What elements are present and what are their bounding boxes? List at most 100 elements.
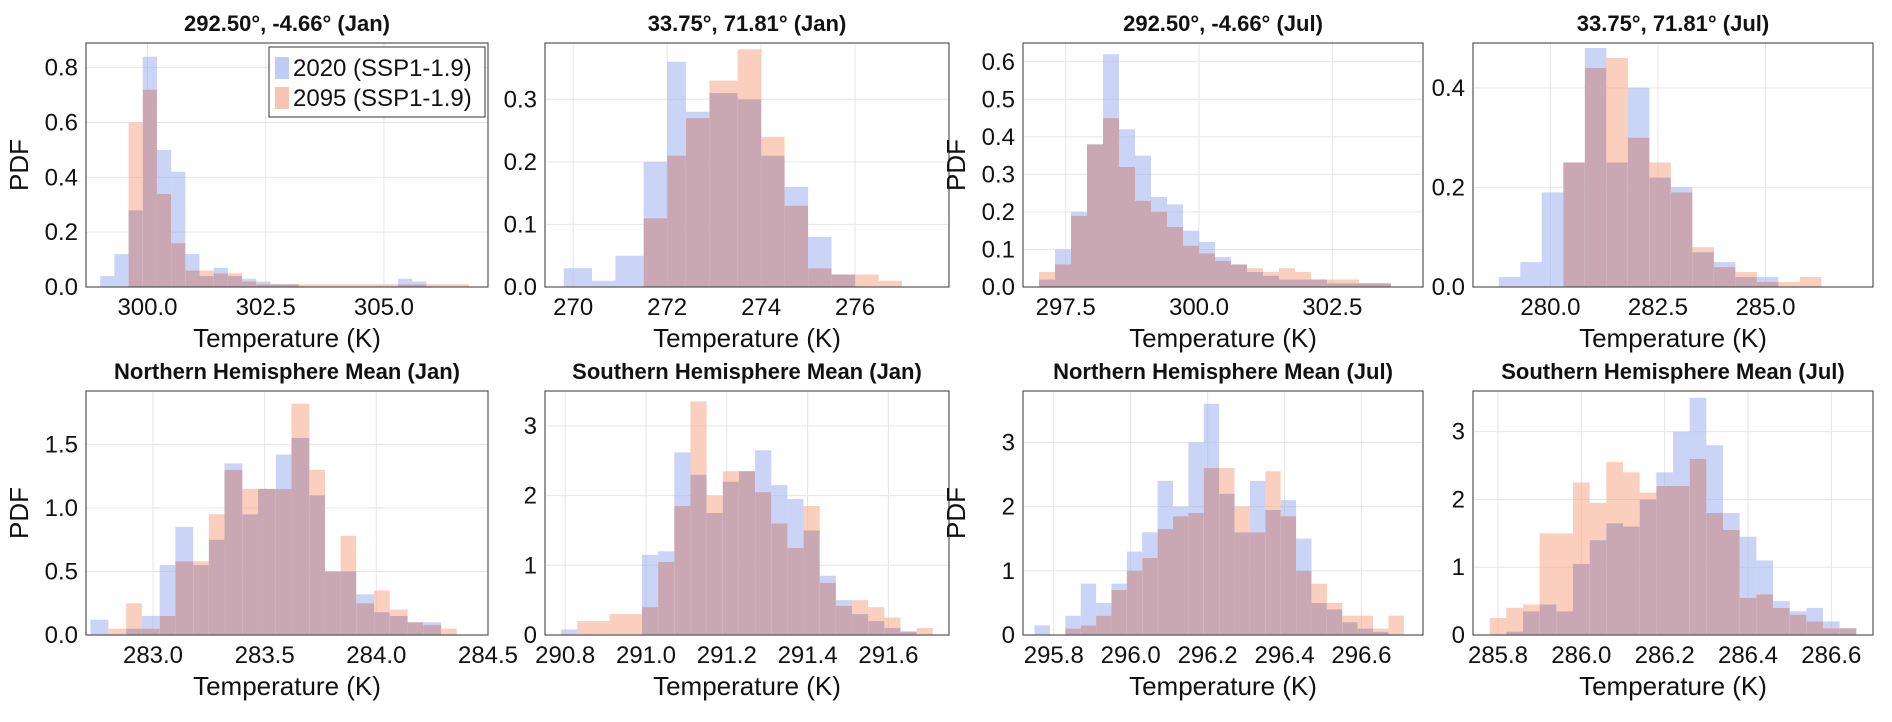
x-axis-label: Temperature (K) xyxy=(653,323,841,353)
bar-overlap xyxy=(900,631,917,635)
histogram-bars xyxy=(1034,403,1404,635)
bar-2020 xyxy=(1103,54,1119,119)
x-tick-label: 291.0 xyxy=(616,642,676,669)
x-axis-label: Temperature (K) xyxy=(1129,671,1317,701)
bar-2020 xyxy=(615,255,644,287)
bar-2020 xyxy=(114,254,129,287)
bar-overlap xyxy=(868,621,885,635)
bar-overlap xyxy=(1219,493,1235,635)
bar-2020 xyxy=(1071,211,1087,216)
panel-title: Northern Hemisphere Mean (Jan) xyxy=(114,359,460,384)
bar-2020 xyxy=(398,278,413,285)
bar-overlap xyxy=(1295,279,1311,287)
bar-overlap xyxy=(1589,540,1607,635)
bar-2095 xyxy=(389,609,408,616)
bar-overlap xyxy=(658,561,675,635)
bar-overlap xyxy=(1199,253,1215,287)
bar-overlap xyxy=(737,99,762,287)
bar-overlap xyxy=(1839,628,1857,635)
bar-overlap xyxy=(1823,628,1840,635)
y-tick-label: 3 xyxy=(524,413,537,440)
bar-2020 xyxy=(1215,256,1231,261)
y-tick-label: 0.5 xyxy=(45,558,78,585)
bar-2020 xyxy=(156,149,172,194)
y-tick-label: 0.4 xyxy=(45,164,78,191)
bar-2095 xyxy=(1342,615,1358,623)
x-axis-label: Temperature (K) xyxy=(1129,323,1317,353)
x-tick-label: 285.8 xyxy=(1468,642,1528,669)
bar-2020 xyxy=(1055,249,1071,265)
bar-2020 xyxy=(563,268,592,287)
bar-overlap xyxy=(1296,570,1312,635)
x-tick-label: 280.0 xyxy=(1520,294,1580,321)
bar-overlap xyxy=(159,615,176,635)
bar-overlap xyxy=(1247,271,1263,287)
bar-2095 xyxy=(709,80,738,94)
y-tick-label: 0.2 xyxy=(982,199,1015,226)
panel-4: 280.0 282.5 285.0 0.0 0.2 0.4 33.75°, 71.81° (… xyxy=(1432,11,1874,353)
bar-overlap xyxy=(1327,283,1343,287)
bar-overlap xyxy=(709,93,738,287)
bar-overlap xyxy=(1723,529,1740,635)
legend-label: 2020 (SSP1-1.9) xyxy=(293,55,472,82)
y-axis-label: PDF xyxy=(941,139,971,191)
y-tick-label: 0.0 xyxy=(45,274,78,301)
bar-overlap xyxy=(1203,468,1220,635)
bar-2095 xyxy=(1326,602,1343,610)
bar-2095 xyxy=(128,122,143,211)
panel-title: 292.50°, -4.66° (Jul) xyxy=(1123,11,1323,36)
bar-2020 xyxy=(1203,403,1220,469)
y-tick-label: 0.3 xyxy=(982,161,1015,188)
bar-2020 xyxy=(1096,602,1112,616)
bar-2020 xyxy=(1111,583,1127,591)
bar-2020 xyxy=(1584,47,1607,68)
bar-2020 xyxy=(159,565,176,616)
bar-overlap xyxy=(1556,611,1573,635)
bar-2020 xyxy=(142,56,157,90)
bar-2095 xyxy=(1523,604,1540,612)
bar-overlap xyxy=(1606,162,1628,287)
bar-overlap xyxy=(1673,485,1690,635)
bar-2020 xyxy=(1627,87,1650,138)
bar-2095 xyxy=(1219,468,1235,494)
bar-2095 xyxy=(440,284,455,287)
bar-overlap xyxy=(412,284,427,287)
y-tick-label: 1.0 xyxy=(45,495,78,522)
bar-2095 xyxy=(193,561,209,566)
bar-overlap xyxy=(284,284,299,287)
panel-8: 285.8 286.0 286.2 286.4 286.6 0 1 2 3 Southern He… xyxy=(1452,359,1874,701)
bar-2095 xyxy=(309,469,325,496)
legend-swatch-2095 xyxy=(275,87,289,109)
bar-2095 xyxy=(1373,628,1389,632)
bar-overlap xyxy=(667,155,686,287)
bar-overlap xyxy=(423,624,442,635)
bar-overlap xyxy=(1789,614,1807,635)
y-tick-label: 2 xyxy=(524,483,537,510)
bar-2095 xyxy=(355,284,370,287)
y-axis-label: PDF xyxy=(941,487,971,539)
bar-overlap xyxy=(1279,279,1295,287)
y-tick-label: 0.4 xyxy=(1432,75,1465,102)
bar-overlap xyxy=(185,270,200,287)
panel-title: 33.75°, 71.81° (Jul) xyxy=(1577,11,1769,36)
panel-5: 283.0 283.5 284.0 284.5 0.0 0.5 1.0 1.5 Northern… xyxy=(4,359,518,701)
bar-2095 xyxy=(1692,247,1714,253)
panel-title: Southern Hemisphere Mean (Jul) xyxy=(1501,359,1845,384)
bar-overlap xyxy=(1167,226,1183,287)
bar-2020 xyxy=(1199,241,1215,254)
bar-2095 xyxy=(1799,277,1822,287)
bar-2095 xyxy=(374,590,390,613)
bar-2095 xyxy=(199,270,214,277)
bar-2020 xyxy=(1173,506,1189,517)
panel-title: 292.50°, -4.66° (Jan) xyxy=(184,11,390,36)
bar-2095 xyxy=(855,274,879,287)
bar-overlap xyxy=(242,514,258,635)
bar-2020 xyxy=(356,594,375,604)
histogram-bars xyxy=(90,403,457,635)
bar-overlap xyxy=(142,89,157,287)
bar-overlap xyxy=(171,243,186,287)
bar-2095 xyxy=(108,628,127,635)
y-tick-label: 0.1 xyxy=(504,211,537,238)
y-tick-label: 0.2 xyxy=(1432,174,1465,201)
bar-overlap xyxy=(1055,264,1071,287)
